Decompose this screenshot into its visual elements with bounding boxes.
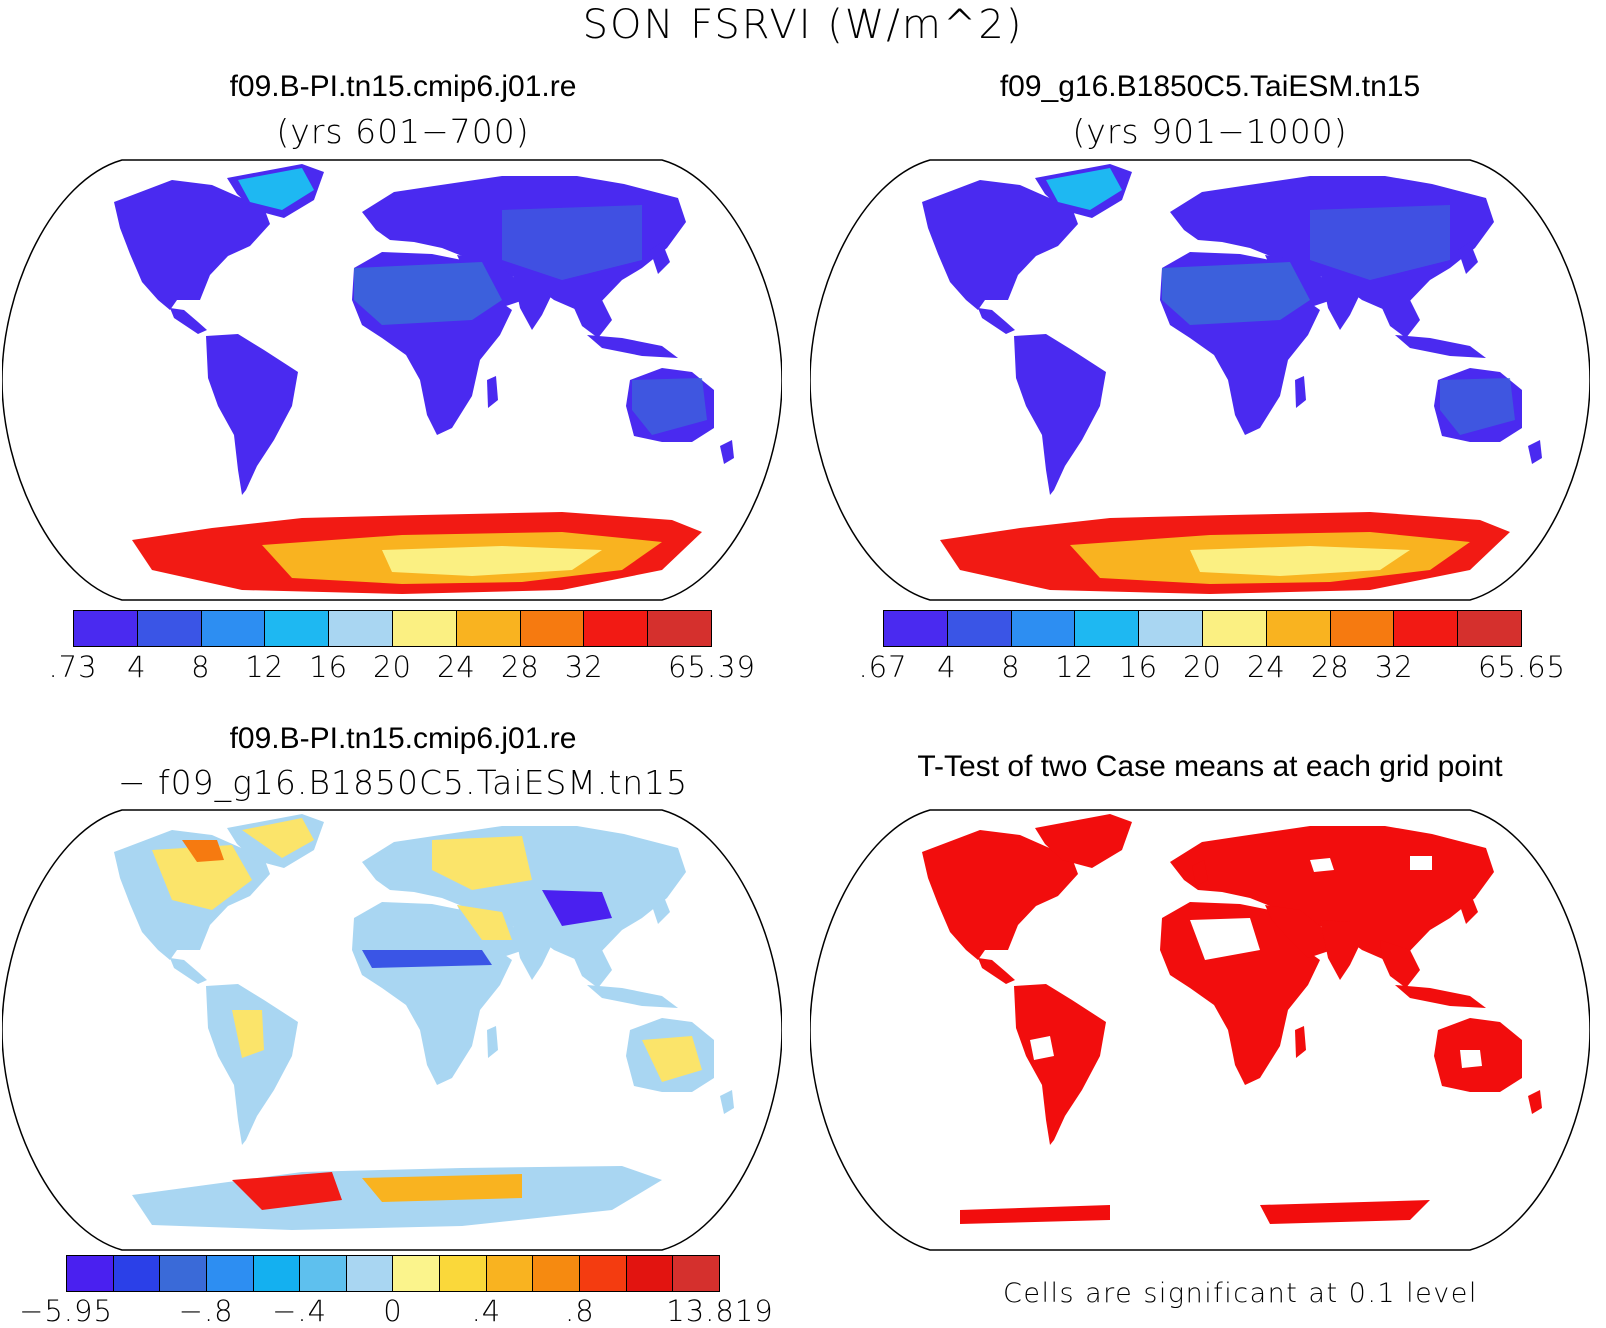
colorbar-swatch: [456, 611, 521, 646]
colorbar-tick-label: .73: [48, 650, 98, 684]
colorbar-swatch: [346, 1256, 394, 1291]
colorbar-swatch: [1394, 611, 1459, 646]
panel-4-title: T-Test of two Case means at each grid po…: [917, 750, 1503, 783]
colorbar-swatch: [67, 1256, 114, 1291]
panel-1-subtitle: (yrs 601−700): [276, 112, 530, 151]
colorbar-tick-label: 0: [383, 1294, 403, 1328]
colorbar-tick-label: 12: [1055, 650, 1095, 684]
panel-2-colorbar-ticks: .67 4 8 12 16 20 24 28 32 65.65: [858, 650, 1565, 684]
colorbar-swatch: [1266, 611, 1331, 646]
colorbar-tick-label: 24: [436, 650, 476, 684]
colorbar-swatch: [392, 611, 457, 646]
panel-3-colorbar: [66, 1255, 720, 1292]
colorbar-swatch: [74, 611, 138, 646]
page-title: SON FSRVI (W/m^2): [582, 2, 1024, 48]
colorbar-tick-label: 8: [1001, 650, 1021, 684]
colorbar-tick-label: 4: [937, 650, 957, 684]
colorbar-swatch: [486, 1256, 534, 1291]
colorbar-tick-label: −.8: [178, 1294, 234, 1328]
panel-3-colorbar-ticks: −5.95 −.8 −.4 0 .4 .8 13.819: [19, 1294, 773, 1328]
colorbar-swatch: [265, 611, 330, 646]
colorbar-tick-label: 28: [1310, 650, 1350, 684]
colorbar-swatch: [1011, 611, 1076, 646]
panel-2-title: f09_g16.B1850C5.TaiESM.tn15: [999, 70, 1421, 103]
colorbar-swatch: [1139, 611, 1203, 646]
panel-3-map: [2, 809, 782, 1251]
colorbar-tick-label: 8: [191, 650, 211, 684]
colorbar-swatch: [201, 611, 266, 646]
colorbar-swatch: [300, 1256, 347, 1291]
panel-1-map: [2, 159, 782, 601]
colorbar-tick-label: 20: [1183, 650, 1222, 684]
colorbar-tick-label: 32: [1374, 650, 1414, 684]
colorbar-swatch: [440, 1256, 487, 1291]
colorbar-tick-label: −5.95: [19, 1294, 113, 1328]
colorbar-swatch: [580, 1256, 627, 1291]
colorbar-swatch: [137, 611, 202, 646]
colorbar-swatch: [206, 1256, 254, 1291]
colorbar-swatch: [1458, 611, 1521, 646]
colorbar-tick-label: 24: [1246, 650, 1286, 684]
colorbar-swatch: [520, 611, 585, 646]
colorbar-tick-label: −.4: [272, 1294, 328, 1328]
colorbar-swatch: [884, 611, 948, 646]
colorbar-swatch: [113, 1256, 161, 1291]
colorbar-swatch: [253, 1256, 301, 1291]
panel-1-title: f09.B-PI.tn15.cmip6.j01.re: [229, 70, 577, 103]
colorbar-swatch: [584, 611, 649, 646]
colorbar-swatch: [673, 1256, 719, 1291]
panel-4-map: [810, 809, 1590, 1251]
colorbar-swatch: [1202, 611, 1267, 646]
colorbar-tick-label: .4: [471, 1294, 502, 1328]
colorbar-tick-label: 20: [373, 650, 412, 684]
colorbar-swatch: [626, 1256, 674, 1291]
colorbar-tick-label: 16: [1119, 650, 1159, 684]
significance-note: Cells are significant at 0.1 level: [1003, 1278, 1478, 1309]
colorbar-swatch: [160, 1256, 207, 1291]
colorbar-tick-label: 4: [127, 650, 147, 684]
colorbar-tick-label: .8: [565, 1294, 595, 1328]
colorbar-tick-label: 65.65: [1477, 650, 1567, 684]
colorbar-swatch: [1075, 611, 1140, 646]
panel-3-title: f09.B-PI.tn15.cmip6.j01.re: [229, 722, 577, 755]
colorbar-tick-label: 13.819: [666, 1294, 774, 1328]
colorbar-swatch: [533, 1256, 581, 1291]
colorbar-swatch: [947, 611, 1012, 646]
panel-2-map: [810, 159, 1590, 601]
colorbar-tick-label: .67: [858, 650, 908, 684]
colorbar-swatch: [329, 611, 393, 646]
panel-1-colorbar: [73, 610, 712, 647]
colorbar-tick-label: 12: [245, 650, 285, 684]
colorbar-swatch: [1330, 611, 1395, 646]
panel-2-subtitle: (yrs 901−1000): [1072, 112, 1348, 151]
colorbar-tick-label: 65.39: [667, 650, 757, 684]
colorbar-swatch: [393, 1256, 441, 1291]
panel-1-colorbar-ticks: .73 4 8 12 16 20 24 28 32 65.39: [48, 650, 755, 684]
panel-2-colorbar: [883, 610, 1522, 647]
panel-3-subtitle: − f09_g16.B1850C5.TaiESM.tn15: [117, 763, 689, 802]
colorbar-swatch: [648, 611, 711, 646]
colorbar-tick-label: 28: [500, 650, 540, 684]
colorbar-tick-label: 16: [309, 650, 349, 684]
colorbar-tick-label: 32: [564, 650, 604, 684]
